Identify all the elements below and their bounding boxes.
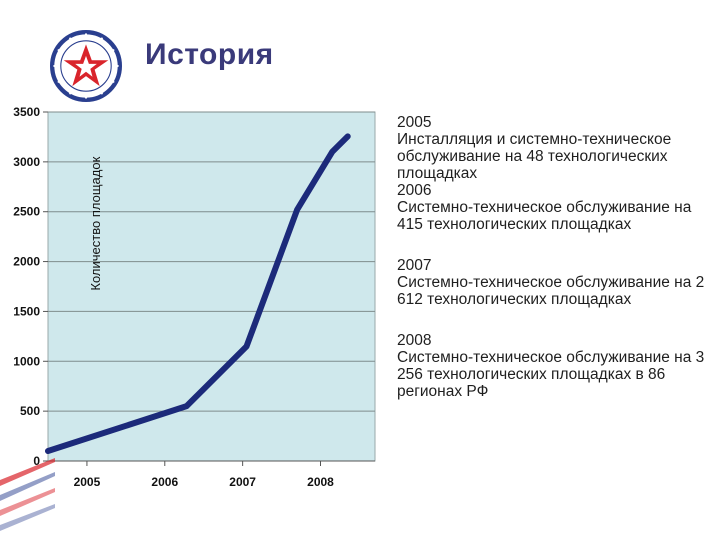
note-year: 2005 [397, 114, 432, 131]
x-tick-label: 2005 [74, 475, 101, 489]
note-year: 2008 [397, 332, 432, 349]
x-tick-label: 2006 [151, 475, 178, 489]
y-tick-label: 0 [33, 454, 40, 468]
decorative-stripes [0, 458, 55, 531]
note-text: Инсталляция и системно-техническое обслу… [397, 131, 672, 182]
note-2007: 2007 Системно-техническое обслуживание н… [397, 257, 717, 308]
note-2005: 2005 Инсталляция и системно-техническое … [397, 114, 717, 182]
x-tick-label: 2008 [307, 475, 334, 489]
y-tick-label: 3500 [13, 105, 40, 119]
y-axis-label: Количество площадок [88, 156, 103, 290]
y-tick-label: 2500 [13, 205, 40, 219]
note-text: Системно-техническое обслуживание на 3 2… [397, 349, 705, 400]
note-2006: 2006 Системно-техническое обслуживание н… [397, 182, 717, 233]
line-chart: 0 500 1000 1500 2000 2500 3000 3500 2005 2006 2007… [0, 100, 390, 500]
note-text: Системно-техническое обслуживание на 415… [397, 199, 692, 233]
y-tick-label: 3000 [13, 155, 40, 169]
note-year: 2007 [397, 257, 432, 274]
y-tick-label: 2000 [13, 255, 40, 269]
page-title: История [145, 38, 274, 71]
logo-text-dots [53, 33, 119, 99]
x-tick-label: 2007 [229, 475, 256, 489]
note-text: Системно-техническое обслуживание на 2 6… [397, 274, 705, 308]
history-notes: 2005 Инсталляция и системно-техническое … [397, 114, 717, 400]
series-line [45, 133, 351, 455]
note-2008: 2008 Системно-техническое обслуживание н… [397, 332, 717, 400]
y-tick-label: 1500 [13, 304, 40, 318]
y-tick-label: 500 [20, 404, 40, 418]
chart-svg: 0 500 1000 1500 2000 2500 3000 3500 2005 2006 2007… [13, 105, 376, 489]
company-logo [50, 30, 122, 102]
note-year: 2006 [397, 182, 432, 199]
y-tick-label: 1000 [13, 354, 40, 368]
